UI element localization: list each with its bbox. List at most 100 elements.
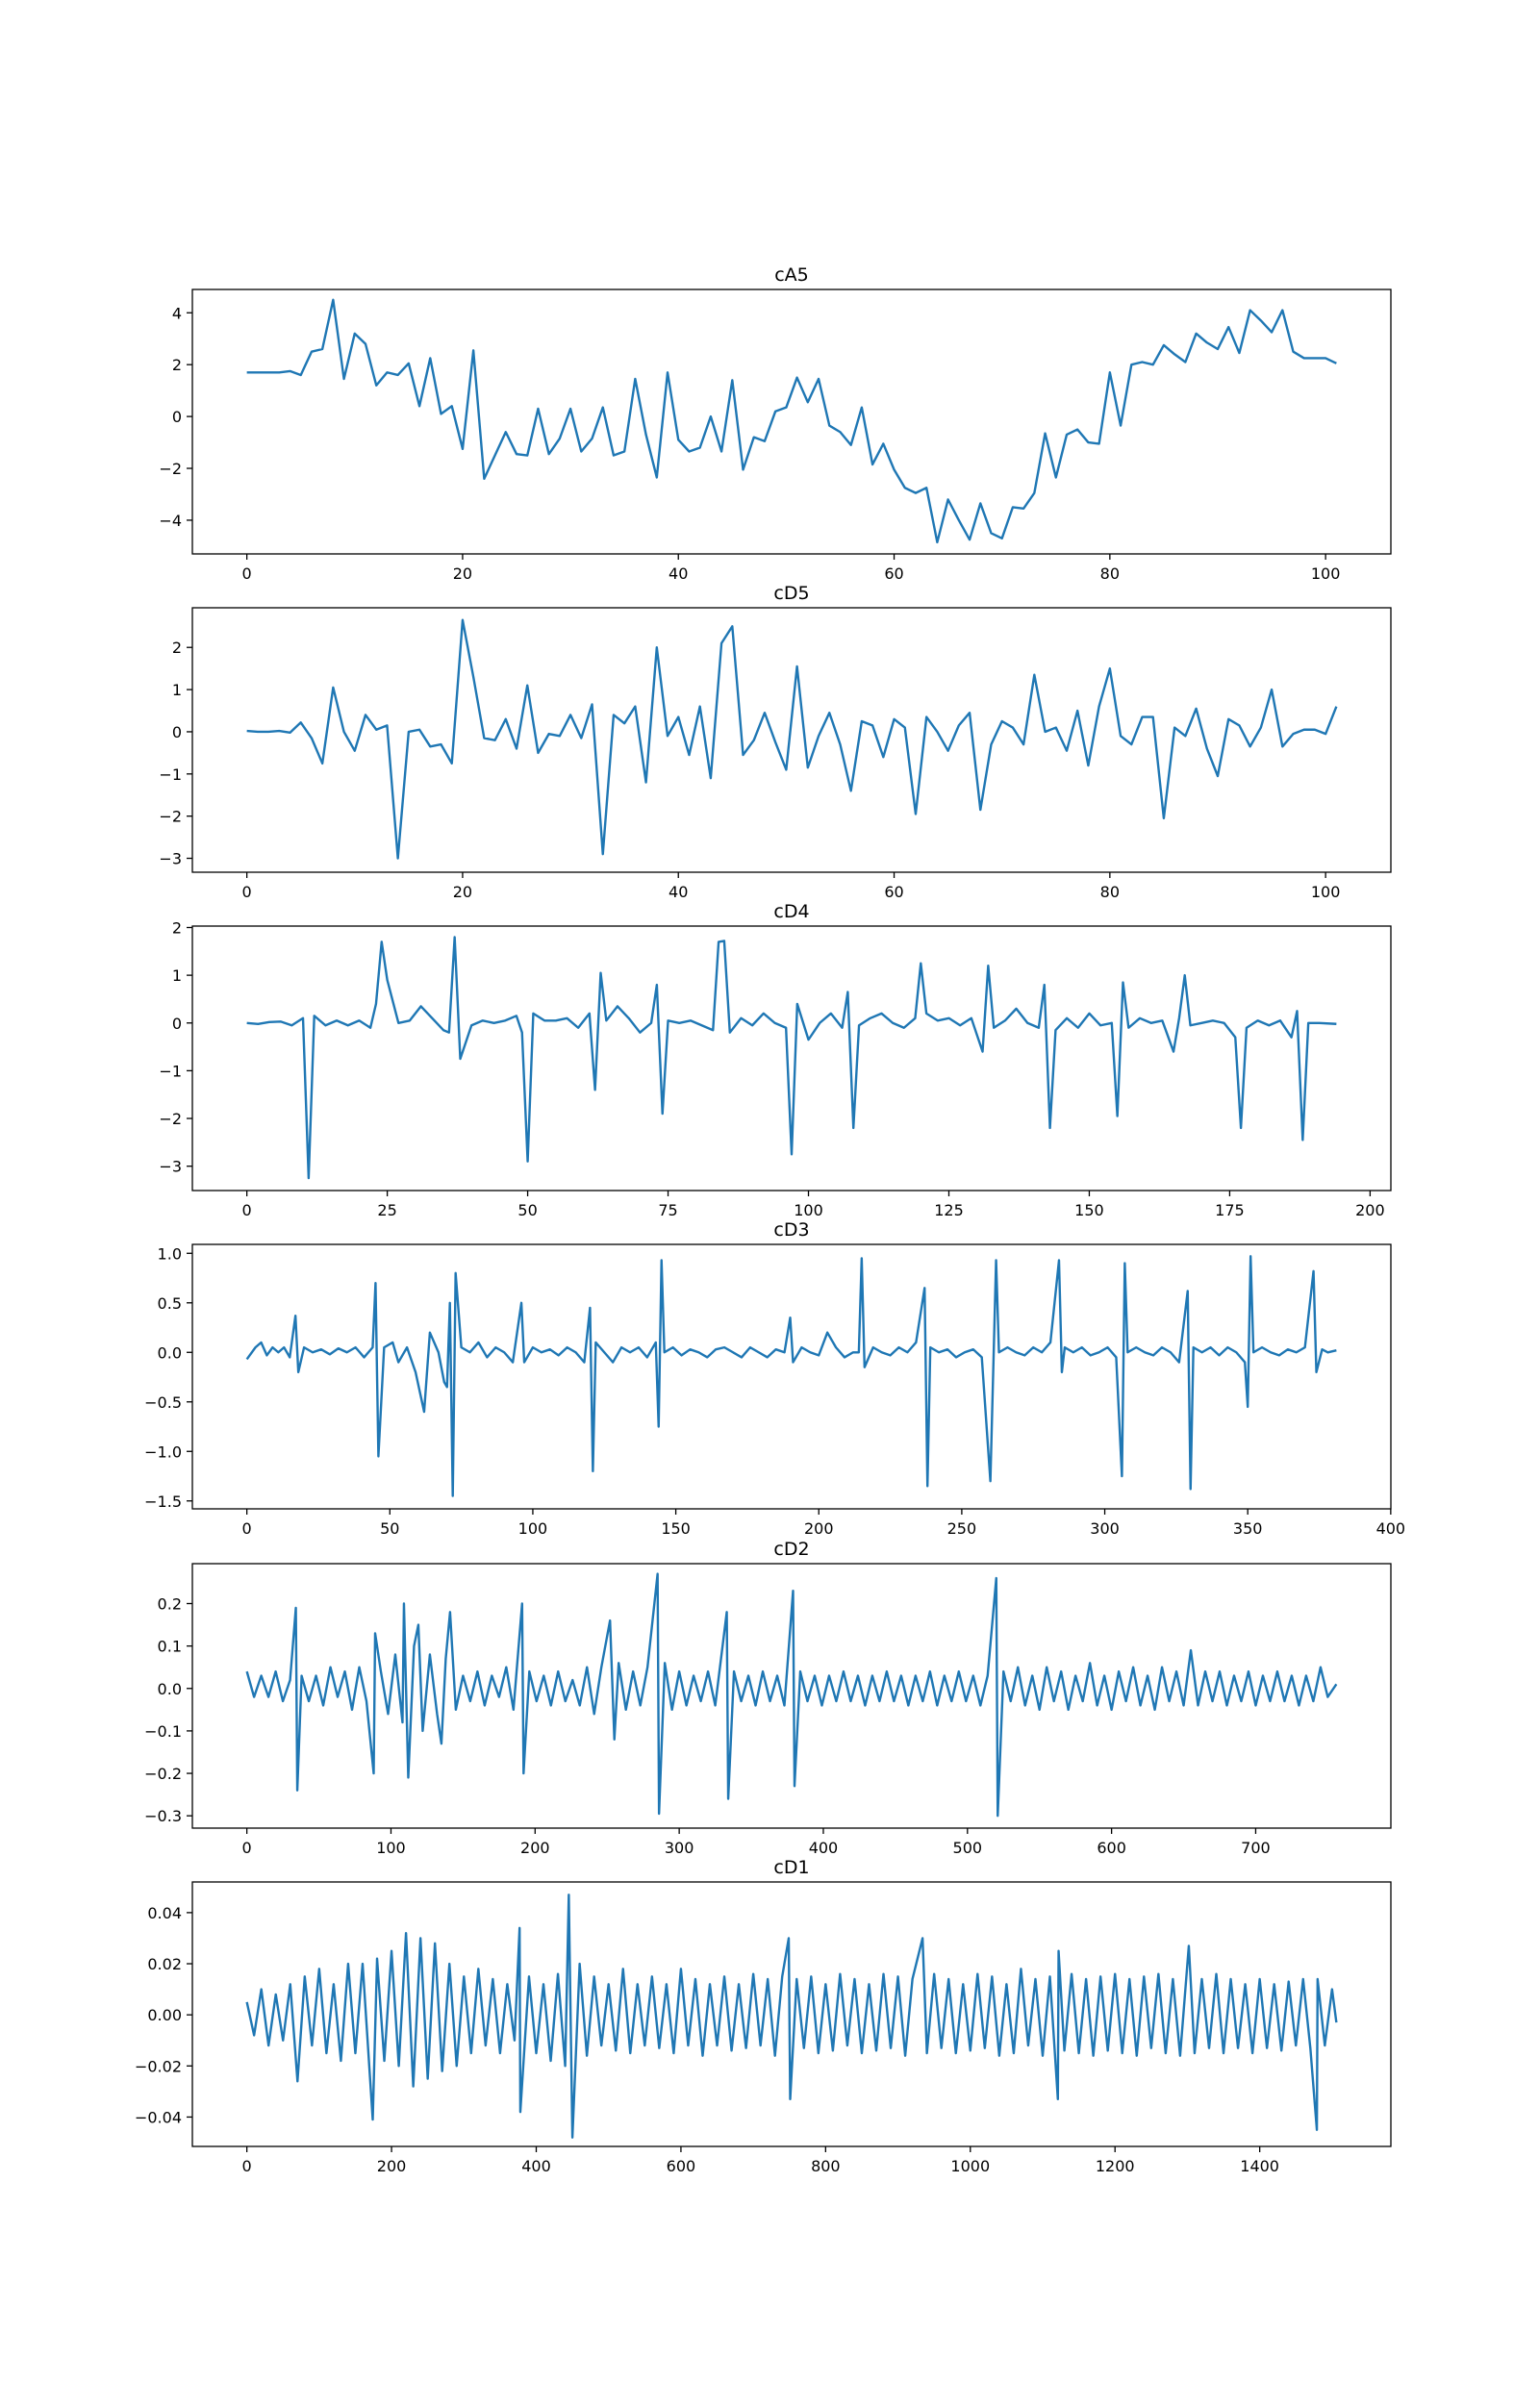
x-tick-label: 600 <box>1097 1839 1126 1857</box>
y-tick-label: 1 <box>172 681 182 699</box>
y-tick-label: −1 <box>159 1062 182 1080</box>
x-tick-label: 200 <box>1355 1201 1385 1219</box>
x-tick-label: 60 <box>884 883 903 901</box>
x-tick-label: 0 <box>242 883 252 901</box>
y-tick-label: −0.2 <box>144 1765 182 1783</box>
x-tick-label: 350 <box>1233 1519 1263 1538</box>
y-tick-label: 0.0 <box>158 1343 182 1362</box>
y-tick-label: −3 <box>159 1158 182 1176</box>
x-tick-label: 300 <box>665 1839 694 1857</box>
data-line <box>246 618 1338 860</box>
x-tick-label: 1400 <box>1240 2157 1279 2175</box>
y-tick-label: −0.02 <box>135 2057 182 2075</box>
x-tick-label: 1200 <box>1096 2157 1135 2175</box>
x-tick-label: 150 <box>661 1519 691 1538</box>
x-tick-label: 80 <box>1100 883 1120 901</box>
x-tick-label: 0 <box>242 1839 252 1857</box>
data-line <box>245 1572 1338 1818</box>
y-tick-label: −2 <box>159 1110 182 1128</box>
x-tick-label: 100 <box>376 1839 406 1857</box>
x-tick-label: 150 <box>1074 1201 1104 1219</box>
data-line <box>245 1894 1338 2139</box>
y-tick-label: 2 <box>172 918 182 937</box>
y-tick-label: 0.02 <box>147 1955 182 1973</box>
y-tick-label: 0.5 <box>158 1294 182 1313</box>
y-tick-label: 0 <box>172 723 182 741</box>
y-tick-label: −0.5 <box>144 1393 182 1412</box>
y-tick-label: 0.0 <box>158 1680 182 1698</box>
axes-frame <box>191 607 1392 873</box>
y-tick-label: −0.1 <box>144 1722 182 1741</box>
x-tick-label: 400 <box>521 2157 551 2175</box>
x-tick-label: 100 <box>1311 564 1341 583</box>
axes-frame <box>191 1243 1392 1510</box>
x-tick-label: 100 <box>518 1519 548 1538</box>
y-tick-label: 1.0 <box>158 1244 182 1263</box>
x-tick-label: 125 <box>934 1201 964 1219</box>
y-tick-label: 0 <box>172 408 182 426</box>
x-tick-label: 25 <box>377 1201 396 1219</box>
x-tick-label: 175 <box>1215 1201 1245 1219</box>
x-tick-label: 80 <box>1100 564 1120 583</box>
x-tick-label: 40 <box>669 564 688 583</box>
x-tick-label: 20 <box>453 883 472 901</box>
x-tick-label: 100 <box>1311 883 1341 901</box>
y-tick-label: −1.5 <box>144 1492 182 1511</box>
y-tick-label: 0.00 <box>147 2006 182 2024</box>
subplot-title: cD4 <box>773 901 809 922</box>
x-tick-label: 600 <box>667 2157 696 2175</box>
x-tick-label: 800 <box>811 2157 841 2175</box>
x-tick-label: 40 <box>669 883 688 901</box>
y-tick-label: 0.1 <box>158 1638 182 1656</box>
x-tick-label: 200 <box>520 1839 550 1857</box>
subplot-title: cD5 <box>773 583 809 604</box>
data-line <box>246 298 1337 544</box>
y-tick-label: 0.2 <box>158 1594 182 1613</box>
y-tick-label: −4 <box>159 512 182 530</box>
y-tick-label: 0 <box>172 1015 182 1033</box>
y-tick-label: 4 <box>172 304 182 322</box>
subplot-title: cA5 <box>774 264 809 286</box>
x-tick-label: 300 <box>1090 1519 1120 1538</box>
axes-frame <box>191 1881 1392 2147</box>
data-line <box>245 1255 1337 1497</box>
data-line <box>246 936 1337 1180</box>
y-tick-label: −1.0 <box>144 1442 182 1461</box>
x-tick-label: 100 <box>794 1201 823 1219</box>
x-tick-label: 50 <box>517 1201 537 1219</box>
x-tick-label: 60 <box>884 564 903 583</box>
x-tick-label: 0 <box>242 1519 252 1538</box>
y-tick-label: 0.04 <box>147 1904 182 1922</box>
subplot-title: cD1 <box>773 1857 809 1878</box>
x-tick-label: 400 <box>1376 1519 1406 1538</box>
axes-frame <box>191 925 1392 1191</box>
y-tick-label: −2 <box>159 808 182 826</box>
x-tick-label: 400 <box>809 1839 839 1857</box>
y-tick-label: −0.04 <box>135 2108 182 2126</box>
x-tick-label: 250 <box>947 1519 977 1538</box>
axes-frame <box>191 288 1392 555</box>
y-tick-label: −2 <box>159 460 182 478</box>
y-tick-label: 2 <box>172 639 182 657</box>
x-tick-label: 75 <box>658 1201 677 1219</box>
y-tick-label: 1 <box>172 966 182 985</box>
axes-frame <box>191 1563 1392 1829</box>
x-tick-label: 500 <box>953 1839 983 1857</box>
x-tick-label: 200 <box>804 1519 834 1538</box>
y-tick-label: −3 <box>159 850 182 868</box>
subplot-title: cD3 <box>773 1219 809 1241</box>
x-tick-label: 50 <box>380 1519 399 1538</box>
x-tick-label: 0 <box>242 1201 252 1219</box>
x-tick-label: 700 <box>1241 1839 1271 1857</box>
x-tick-label: 200 <box>377 2157 407 2175</box>
x-tick-label: 0 <box>242 564 252 583</box>
subplot-title: cD2 <box>773 1539 809 1560</box>
y-tick-label: −1 <box>159 765 182 784</box>
y-tick-label: −0.3 <box>144 1807 182 1825</box>
x-tick-label: 20 <box>453 564 472 583</box>
x-tick-label: 1000 <box>950 2157 990 2175</box>
y-tick-label: 2 <box>172 356 182 374</box>
